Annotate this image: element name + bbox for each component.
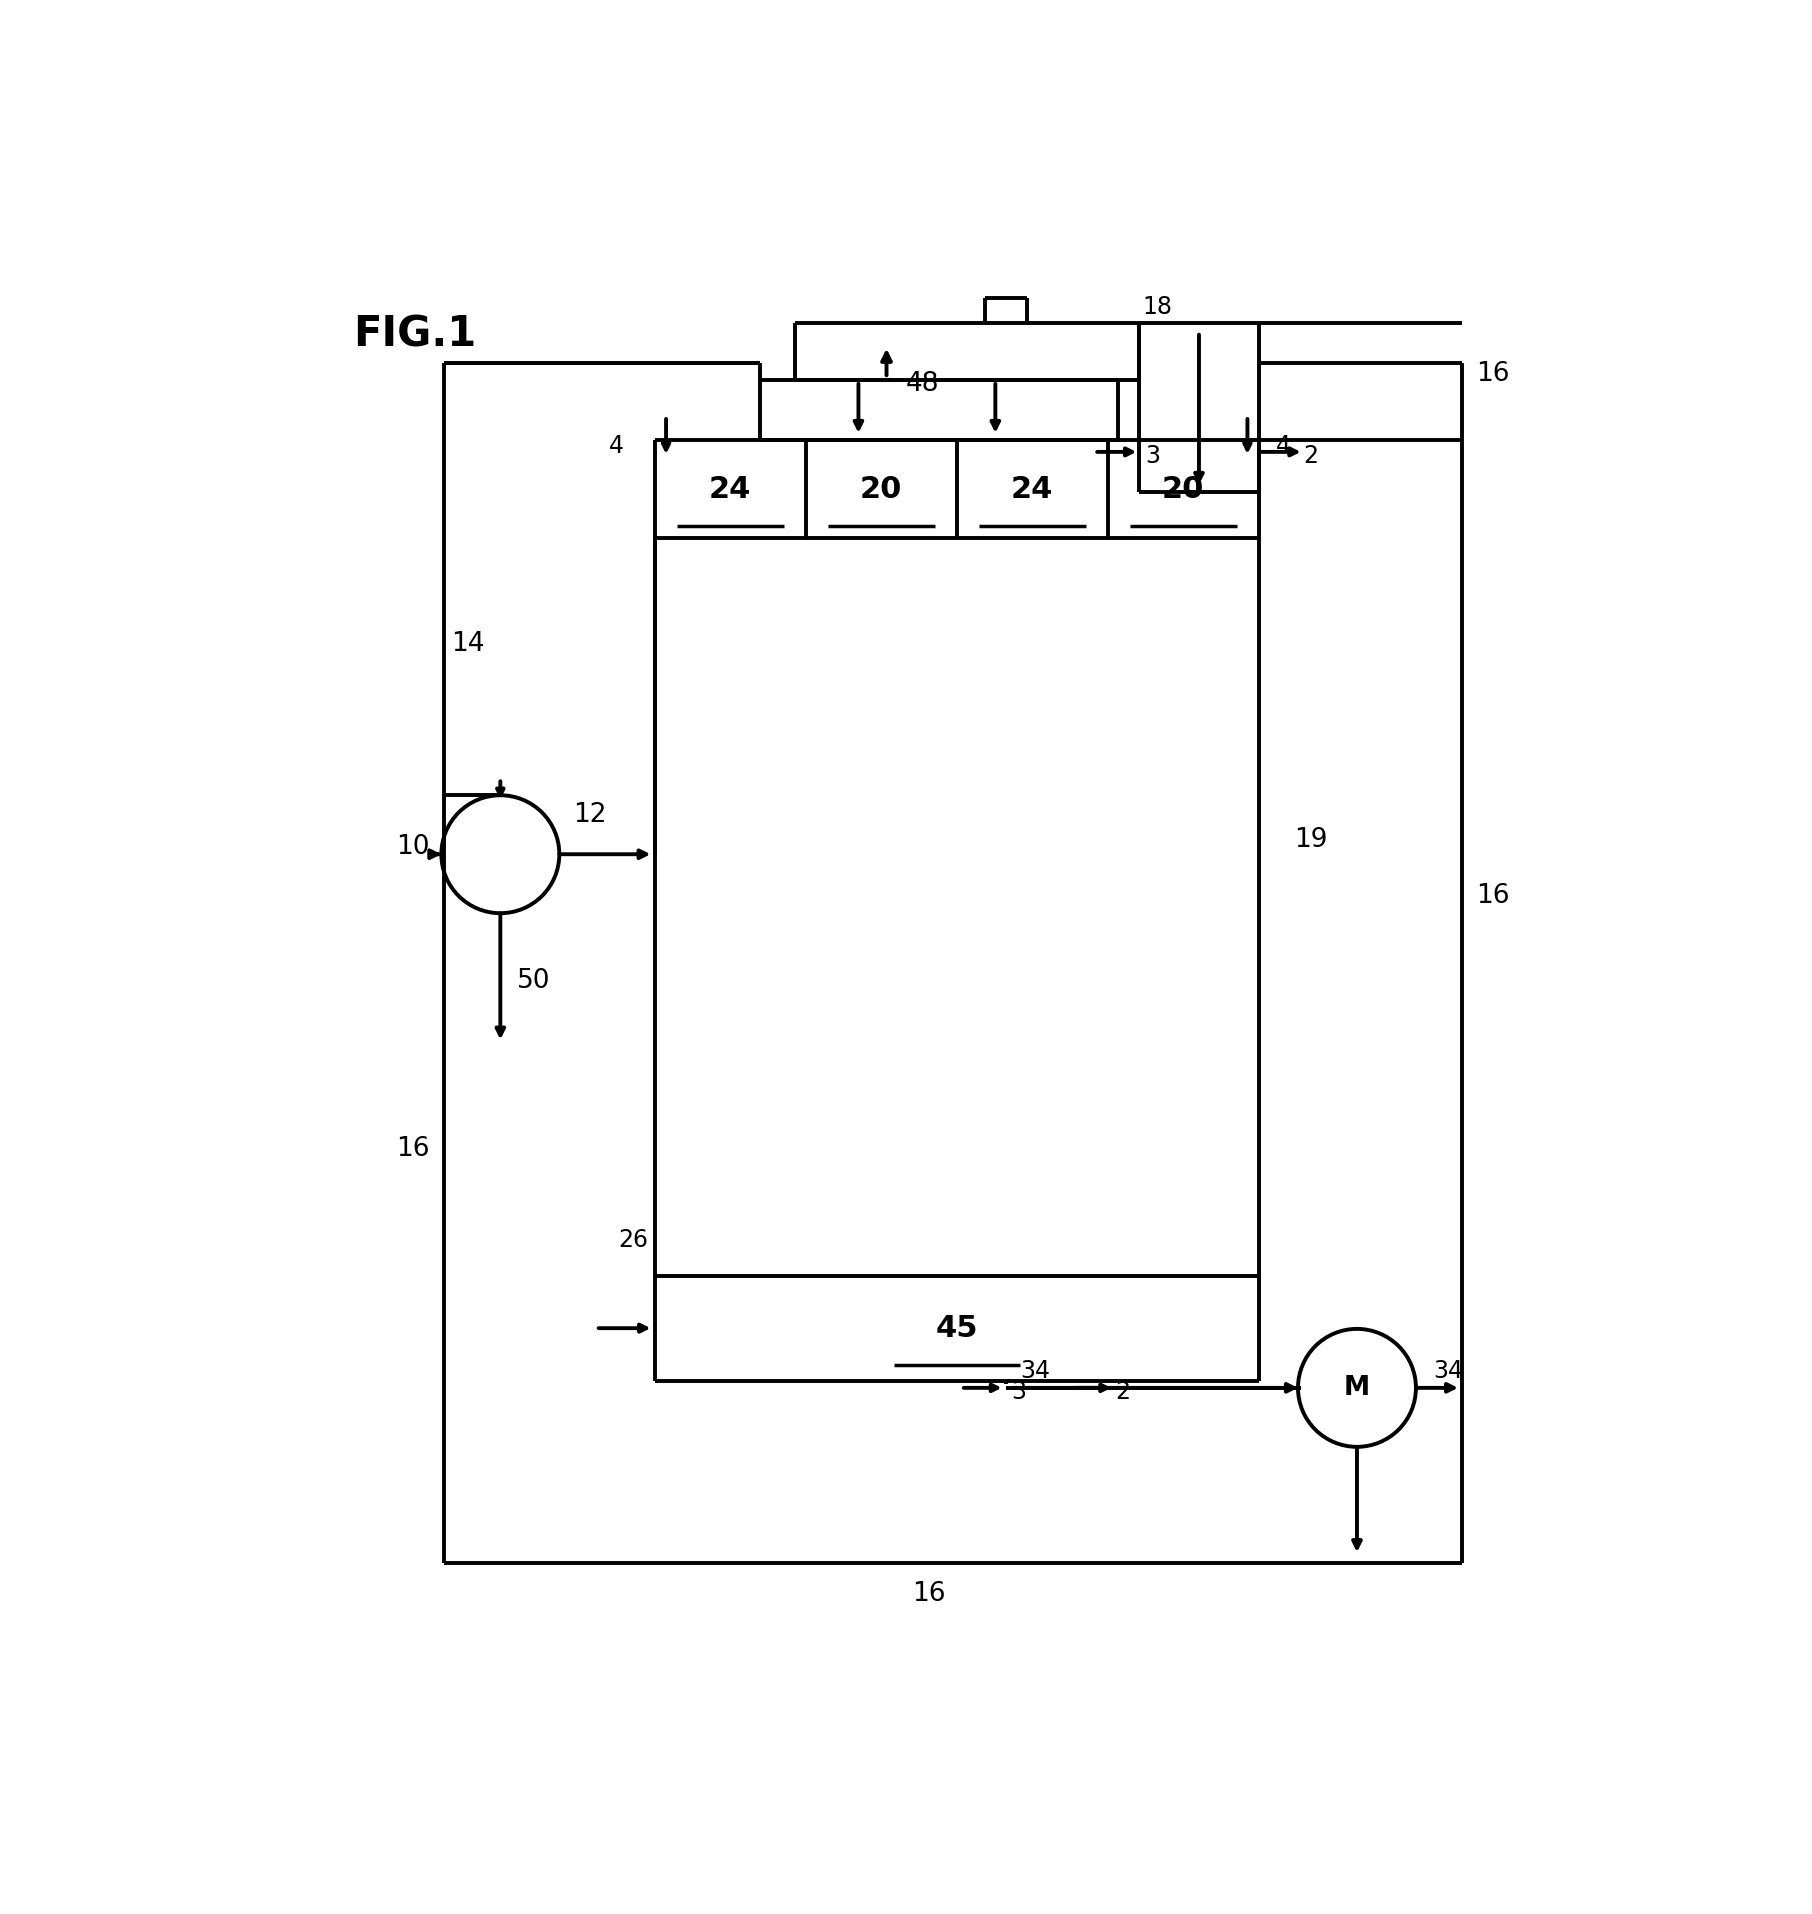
Text: 12: 12 <box>573 802 607 829</box>
Text: 26: 26 <box>618 1229 649 1252</box>
Text: 19: 19 <box>1294 827 1326 854</box>
Text: FIG.1: FIG.1 <box>353 314 477 356</box>
Text: 18: 18 <box>1142 295 1172 318</box>
Text: 20: 20 <box>861 475 902 503</box>
Text: 50: 50 <box>516 968 551 993</box>
Text: 16: 16 <box>397 1137 429 1162</box>
Text: 4: 4 <box>1276 434 1290 457</box>
Text: 24: 24 <box>708 475 752 503</box>
Text: 3: 3 <box>1145 444 1160 469</box>
Text: 34: 34 <box>1020 1359 1049 1384</box>
Text: 2: 2 <box>1303 444 1319 469</box>
Text: 14: 14 <box>451 630 484 657</box>
Text: 45: 45 <box>935 1313 978 1344</box>
Text: 48: 48 <box>906 371 940 396</box>
Text: 4: 4 <box>609 434 623 457</box>
Text: 16: 16 <box>1477 884 1509 909</box>
Text: 24: 24 <box>1011 475 1053 503</box>
Text: 16: 16 <box>1477 362 1509 387</box>
Text: 3: 3 <box>1011 1380 1027 1405</box>
Text: 2: 2 <box>1116 1380 1131 1405</box>
Text: 10: 10 <box>397 835 429 859</box>
Text: 34: 34 <box>1433 1359 1462 1384</box>
Text: 16: 16 <box>911 1581 946 1608</box>
Text: 20: 20 <box>1161 475 1205 503</box>
Text: M: M <box>1345 1374 1370 1401</box>
